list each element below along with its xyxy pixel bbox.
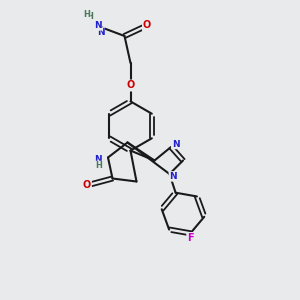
Text: N: N [169, 172, 177, 181]
Text: O: O [126, 80, 135, 91]
Text: F: F [187, 233, 194, 243]
Text: H: H [87, 12, 93, 21]
Text: N: N [94, 21, 101, 30]
Text: O: O [143, 20, 151, 31]
Text: H: H [83, 10, 90, 19]
Text: O: O [143, 20, 151, 31]
Text: N: N [97, 28, 104, 37]
Text: N: N [94, 154, 102, 164]
Text: H: H [95, 161, 102, 170]
Text: O: O [83, 179, 91, 190]
Text: N: N [172, 140, 179, 148]
Text: O: O [126, 80, 135, 91]
